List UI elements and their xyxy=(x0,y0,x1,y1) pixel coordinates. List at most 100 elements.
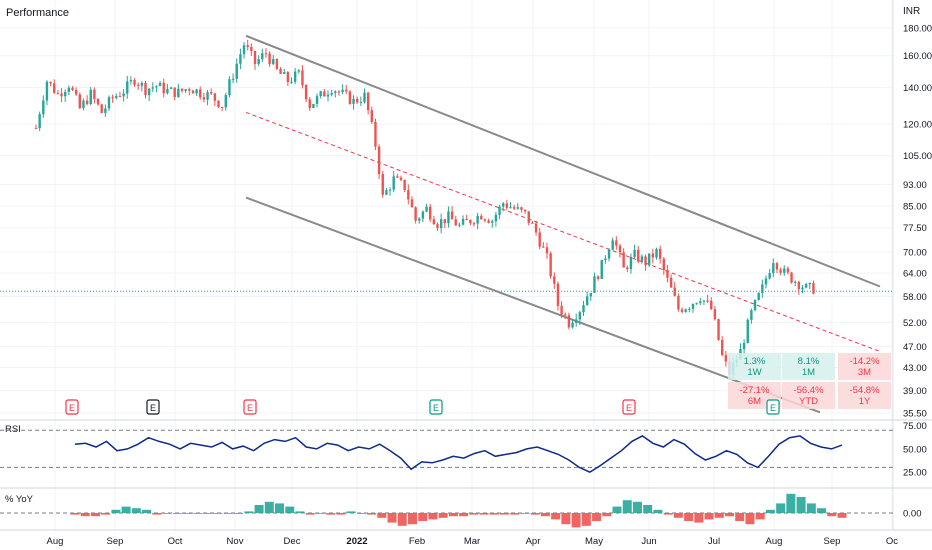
candle-body xyxy=(450,211,454,220)
candle-body xyxy=(403,179,406,191)
candle-body xyxy=(717,319,720,340)
candle-body xyxy=(140,82,144,86)
candle-body xyxy=(447,211,450,224)
candle-body xyxy=(633,249,636,257)
candle-body xyxy=(191,90,195,94)
candle-body xyxy=(797,281,801,290)
candle-body xyxy=(155,86,158,88)
candle-body xyxy=(147,88,151,96)
candle-body xyxy=(706,300,709,302)
yoy-bar xyxy=(765,509,775,513)
candle-body xyxy=(618,245,622,253)
candle-body xyxy=(396,176,399,178)
price-tick-label: 77.50 xyxy=(903,223,927,234)
yoy-bar xyxy=(622,500,632,513)
price-tick-label: 35.50 xyxy=(903,409,927,420)
candle-body xyxy=(640,256,644,262)
performance-cell xyxy=(838,382,891,409)
performance-value: -54.8% xyxy=(849,385,880,396)
candle-body xyxy=(538,232,541,247)
candle-body xyxy=(775,263,779,270)
candle-body xyxy=(520,207,523,210)
candle-body xyxy=(757,292,760,300)
candle-body xyxy=(184,89,187,91)
currency-label: INR xyxy=(903,6,920,17)
candle-body xyxy=(151,87,154,89)
candle-body xyxy=(392,176,395,190)
candle-body xyxy=(505,203,509,208)
candle-body xyxy=(626,267,629,270)
yoy-bar xyxy=(745,513,755,525)
candle-body xyxy=(129,80,133,82)
yoy-bar xyxy=(776,503,786,513)
candle-body xyxy=(345,89,348,92)
yoy-bar xyxy=(551,513,561,520)
performance-cell xyxy=(838,353,891,380)
yoy-bar xyxy=(162,513,172,514)
earnings-marker-label: E xyxy=(247,403,253,413)
channel-upper-line xyxy=(245,34,881,288)
time-tick-label: Jun xyxy=(641,536,656,547)
candle-body xyxy=(385,190,388,195)
yoy-bar xyxy=(786,493,796,513)
candle-body xyxy=(607,249,611,259)
yoy-bar xyxy=(735,513,745,521)
candle-body xyxy=(794,281,797,283)
yoy-bar xyxy=(817,508,827,513)
candle-body xyxy=(786,268,790,273)
candle-body xyxy=(93,89,96,99)
candle-body xyxy=(352,98,355,104)
time-tick-label: Nov xyxy=(227,536,244,547)
time-tick-label: Jul xyxy=(708,536,720,547)
candle-body xyxy=(337,91,341,93)
candle-body xyxy=(275,59,279,69)
candle-body xyxy=(377,146,381,175)
yoy-bar xyxy=(142,509,152,513)
candle-body xyxy=(122,93,125,97)
price-tick-label: 70.00 xyxy=(903,247,927,258)
yoy-bar xyxy=(602,513,612,517)
candle-body xyxy=(82,100,85,109)
yoy-bar xyxy=(346,511,356,513)
candle-body xyxy=(534,223,538,233)
channel-lower-line xyxy=(245,196,821,414)
yoy-bar xyxy=(101,513,111,515)
candle-body xyxy=(64,91,67,97)
yoy-bar xyxy=(663,513,673,515)
grid-lines xyxy=(0,0,932,531)
earnings-marker xyxy=(766,399,780,415)
yoy-tick-label: 0.00 xyxy=(903,509,922,520)
candle-body xyxy=(779,269,782,273)
candle-body xyxy=(487,220,490,223)
candle-body xyxy=(677,295,680,310)
candle-body xyxy=(133,80,136,85)
time-tick-label: Apr xyxy=(526,536,541,547)
candle-body xyxy=(556,283,560,306)
yoy-bar xyxy=(336,513,346,515)
yoy-bar xyxy=(806,503,816,513)
yoy-label: % YoY xyxy=(5,494,34,505)
yoy-bar xyxy=(796,497,806,513)
candle-body xyxy=(429,206,432,220)
yoy-bar xyxy=(203,513,213,514)
candle-body xyxy=(297,70,300,72)
yoy-bar xyxy=(315,513,325,514)
yoy-bar xyxy=(489,513,499,515)
price-tick-label: 43.00 xyxy=(903,363,927,374)
candle-body xyxy=(177,88,180,97)
yoy-bar xyxy=(540,513,550,517)
yoy-bar xyxy=(673,513,683,518)
yoy-bar xyxy=(418,513,428,521)
candle-body xyxy=(611,240,614,250)
price-tick-label: 85.00 xyxy=(903,201,927,212)
performance-period: 1Y xyxy=(859,396,871,407)
price-tick-label: 39.00 xyxy=(903,386,927,397)
yoy-bar xyxy=(387,513,397,523)
yoy-bar xyxy=(285,506,295,513)
candle-body xyxy=(264,53,268,55)
candle-body xyxy=(549,253,552,277)
yoy-bar xyxy=(377,513,387,518)
candle-body xyxy=(454,219,457,226)
rsi-label: RSI xyxy=(5,424,21,435)
